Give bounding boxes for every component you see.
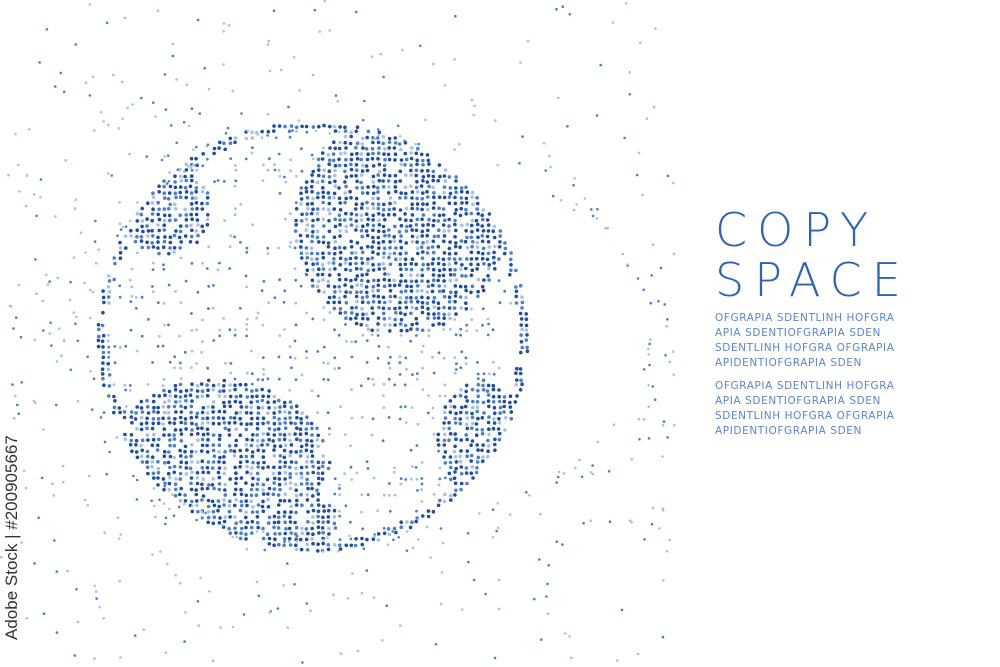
paragraph-line: SDENTLINH HOFGRA OFGRAPIA (715, 410, 895, 422)
paragraph-line: SDENTLINH HOFGRA OFGRAPIA (715, 342, 895, 354)
headline: COPY SPACE (715, 205, 911, 305)
paragraph-1: OFGRAPIA SDENTLINH HOFGRA APIA SDENTIOFG… (715, 311, 911, 371)
paragraph-line: OFGRAPIA SDENTLINH HOFGRA (715, 380, 895, 392)
globe-dots (0, 0, 676, 664)
paragraph-line: APIDENTIOFGRAPIA SDEN (715, 357, 862, 369)
headline-line-2: SPACE (715, 253, 911, 307)
paragraph-line: OFGRAPIA SDENTLINH HOFGRA (715, 312, 895, 324)
paragraph-line: APIDENTIOFGRAPIA SDEN (715, 425, 862, 437)
paragraph-line: APIA SDENTIOFGRAPIA SDEN (715, 395, 881, 407)
copy-space-block: COPY SPACE OFGRAPIA SDENTLINH HOFGRA API… (715, 205, 911, 439)
headline-line-1: COPY (715, 203, 879, 257)
stock-watermark: Adobe Stock | #200905667 (2, 435, 21, 640)
paragraph-2: OFGRAPIA SDENTLINH HOFGRA APIA SDENTIOFG… (715, 379, 911, 439)
paragraph-line: APIA SDENTIOFGRAPIA SDEN (715, 327, 881, 339)
